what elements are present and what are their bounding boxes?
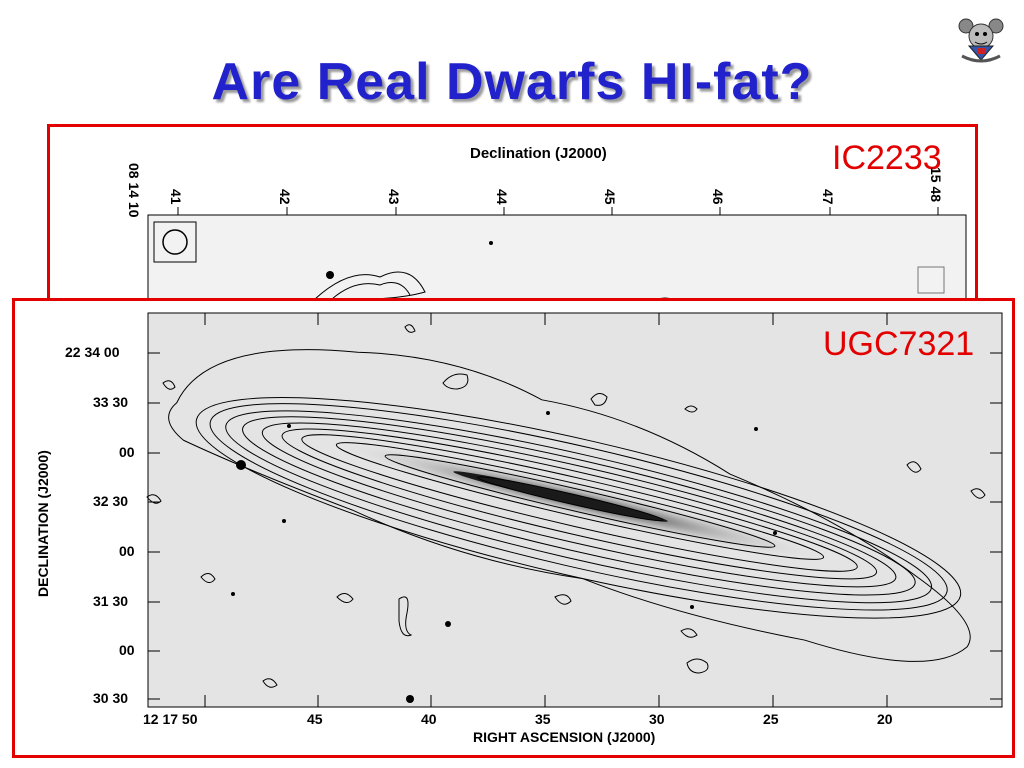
x-tick-label: 40 bbox=[421, 711, 437, 727]
x-axis-title: RIGHT ASCENSION (J2000) bbox=[473, 729, 656, 745]
x-tick-label: 30 bbox=[649, 711, 665, 727]
top-axis-title: Declination (J2000) bbox=[470, 145, 607, 162]
y-axis-title: DECLINATION (J2000) bbox=[35, 450, 51, 597]
x-tick-label: 35 bbox=[535, 711, 551, 727]
university-crest-icon bbox=[958, 18, 1004, 63]
ic2233-label: IC2233 bbox=[832, 139, 942, 177]
y-tick-label: 33 30 bbox=[93, 394, 129, 410]
y-tick-label: 22 34 00 bbox=[65, 344, 120, 360]
x-tick-label: 45 bbox=[307, 711, 323, 727]
x-tick-label: 12 17 50 bbox=[143, 711, 198, 727]
y-tick-label: 00 bbox=[119, 642, 135, 658]
ugc7321-panel: UGC7321 22 34 00 33 30 00 32 30 00 31 30… bbox=[12, 298, 1015, 758]
ic2233-panel: Declination (J2000) IC2233 08 14 10 41 4… bbox=[47, 124, 978, 314]
slide-title: Are Real Dwarfs HI-fat? bbox=[211, 53, 813, 111]
ugc7321-label: UGC7321 bbox=[823, 325, 975, 363]
y-tick-label: 31 30 bbox=[93, 593, 129, 609]
ic2233-image bbox=[147, 207, 967, 311]
ugc7321-image bbox=[146, 312, 1003, 708]
x-tick-label: 25 bbox=[763, 711, 779, 727]
y-tick-label: 00 bbox=[119, 543, 135, 559]
y-tick-label: 00 bbox=[119, 444, 135, 460]
x-tick-label: 20 bbox=[877, 711, 893, 727]
y-tick-label: 30 30 bbox=[93, 690, 129, 706]
y-tick-label: 32 30 bbox=[93, 493, 129, 509]
